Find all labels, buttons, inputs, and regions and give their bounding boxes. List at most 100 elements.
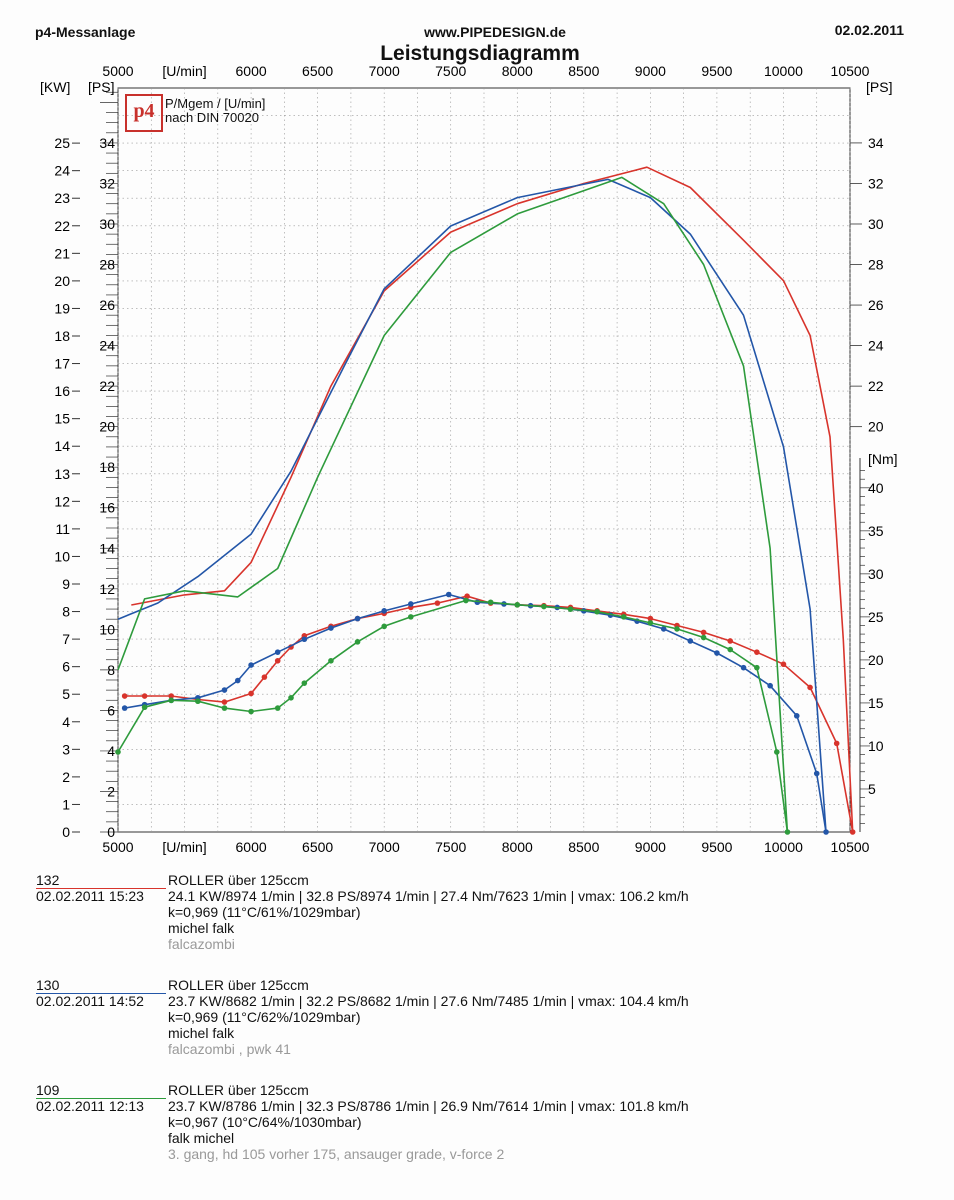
ps-tick-label: 8 <box>107 662 115 678</box>
torque-point-109 <box>774 749 780 755</box>
run-conditions: k=0,969 (11°C/61%/1029mbar) <box>168 904 361 920</box>
torque-point-109 <box>514 602 521 608</box>
torque-point-109 <box>620 614 627 620</box>
x-tick-label-top: 7500 <box>435 63 466 79</box>
torque-point-109 <box>288 694 294 701</box>
torque-point-109 <box>674 626 680 632</box>
ps-right-tick-label: 22 <box>868 378 884 394</box>
torque-point-109 <box>354 639 361 645</box>
torque-point-130 <box>234 677 241 684</box>
torque-point-130 <box>248 662 254 668</box>
kw-tick-label: 7 <box>62 631 70 647</box>
dyno-chart: 50005000[U/min][U/min]600060006500650070… <box>40 63 898 855</box>
x-tick-label-top: 5000 <box>102 63 133 79</box>
kw-tick-label: 1 <box>62 796 70 812</box>
ps-tick-label: 14 <box>99 540 115 556</box>
ps-axis-label: [PS] <box>88 79 114 95</box>
run-operator: michel falk <box>168 920 235 936</box>
kw-tick-label: 3 <box>62 741 70 757</box>
torque-point-109 <box>141 704 148 711</box>
run-list: 132 02.02.2011 15:23 ROLLER über 125ccm … <box>36 872 916 1187</box>
run-date: 02.02.2011 15:23 <box>36 888 144 904</box>
chart-title: Leistungsdiagramm <box>380 42 580 65</box>
x-tick-label: 9000 <box>635 839 666 855</box>
run-note: falcazombi , pwk 41 <box>168 1041 291 1057</box>
torque-point-109 <box>754 664 760 671</box>
run-vehicle: ROLLER über 125ccm <box>168 872 309 888</box>
ps-tick-label: 10 <box>99 621 115 637</box>
torque-point-132 <box>807 684 813 691</box>
run-note: 3. gang, hd 105 vorher 175, ansauger gra… <box>168 1146 505 1162</box>
torque-point-132 <box>727 638 734 644</box>
torque-point-132 <box>261 674 268 680</box>
torque-point-109 <box>328 657 334 664</box>
torque-point-132 <box>168 693 175 699</box>
torque-point-130 <box>767 682 773 689</box>
ps-right-tick-label: 30 <box>868 216 884 232</box>
kw-tick-label: 8 <box>62 604 70 620</box>
ps-tick-label: 22 <box>99 378 115 394</box>
run-id: 132 <box>36 872 166 889</box>
kw-tick-label: 17 <box>54 356 70 372</box>
torque-point-109 <box>168 697 175 704</box>
torque-point-130 <box>823 829 829 835</box>
nm-axis-label: [Nm] <box>868 451 898 467</box>
torque-point-130 <box>793 713 800 719</box>
torque-point-130 <box>408 601 414 607</box>
x-tick-label-top: 6000 <box>236 63 267 79</box>
run-results: 23.7 KW/8786 1/min | 32.3 PS/8786 1/min … <box>168 1098 689 1114</box>
x-tick-label: 10500 <box>831 839 870 855</box>
run-entry: 130 02.02.2011 14:52 ROLLER über 125ccm … <box>36 977 916 1082</box>
ps-tick-label: 16 <box>99 500 115 516</box>
torque-point-109 <box>115 749 121 755</box>
torque-point-130 <box>221 687 228 693</box>
run-date: 02.02.2011 12:13 <box>36 1098 144 1114</box>
ps-tick-label: 0 <box>107 824 115 840</box>
kw-tick-label: 22 <box>54 218 70 234</box>
ps-tick-label: 26 <box>99 297 115 313</box>
torque-point-109 <box>700 634 707 641</box>
torque-point-130 <box>274 649 281 655</box>
run-id: 109 <box>36 1082 166 1099</box>
p4-logo: p4 <box>125 94 163 132</box>
torque-point-132 <box>248 690 254 697</box>
run-results: 24.1 KW/8974 1/min | 32.8 PS/8974 1/min … <box>168 888 689 904</box>
chart-axes: 50005000[U/min][U/min]600060006500650070… <box>40 63 898 855</box>
power-curve-130 <box>117 178 827 833</box>
torque-point-109 <box>408 614 414 620</box>
x-tick-label: 6000 <box>236 839 267 855</box>
torque-point-130 <box>740 664 747 671</box>
kw-tick-label: 18 <box>54 328 70 344</box>
chart-grid <box>117 87 851 833</box>
kw-tick-label: 15 <box>54 411 70 427</box>
run-entry: 132 02.02.2011 15:23 ROLLER über 125ccm … <box>36 872 916 977</box>
kw-tick-label: 13 <box>54 466 70 482</box>
torque-point-132 <box>464 593 470 600</box>
kw-axis-label: [KW] <box>40 79 70 95</box>
run-conditions: k=0,969 (11°C/62%/1029mbar) <box>168 1009 361 1025</box>
run-conditions: k=0,967 (10°C/64%/1030mbar) <box>168 1114 362 1130</box>
kw-tick-label: 20 <box>54 273 70 289</box>
torque-curve-109 <box>117 599 789 833</box>
torque-point-109 <box>301 680 308 686</box>
ps-tick-label: 18 <box>99 459 115 475</box>
kw-tick-label: 9 <box>62 576 70 592</box>
nm-tick-label: 10 <box>868 738 884 754</box>
torque-point-132 <box>833 740 840 747</box>
x-tick-label: 10000 <box>764 839 803 855</box>
torque-point-130 <box>354 615 361 622</box>
run-id: 130 <box>36 977 166 994</box>
x-tick-label: 8500 <box>568 839 599 855</box>
torque-point-130 <box>381 608 387 614</box>
nm-tick-label: 5 <box>868 781 876 797</box>
ps-tick-label: 24 <box>99 338 115 354</box>
header-date: 02.02.2011 <box>834 22 904 38</box>
torque-point-132 <box>849 829 856 835</box>
x-tick-label-top: 7000 <box>369 63 400 79</box>
torque-point-130 <box>328 625 334 631</box>
ps-tick-label: 2 <box>107 783 115 799</box>
ps-tick-label: 34 <box>99 135 115 151</box>
ps-tick-label: 6 <box>107 702 115 718</box>
torque-point-130 <box>301 636 308 643</box>
torque-point-109 <box>248 708 254 715</box>
